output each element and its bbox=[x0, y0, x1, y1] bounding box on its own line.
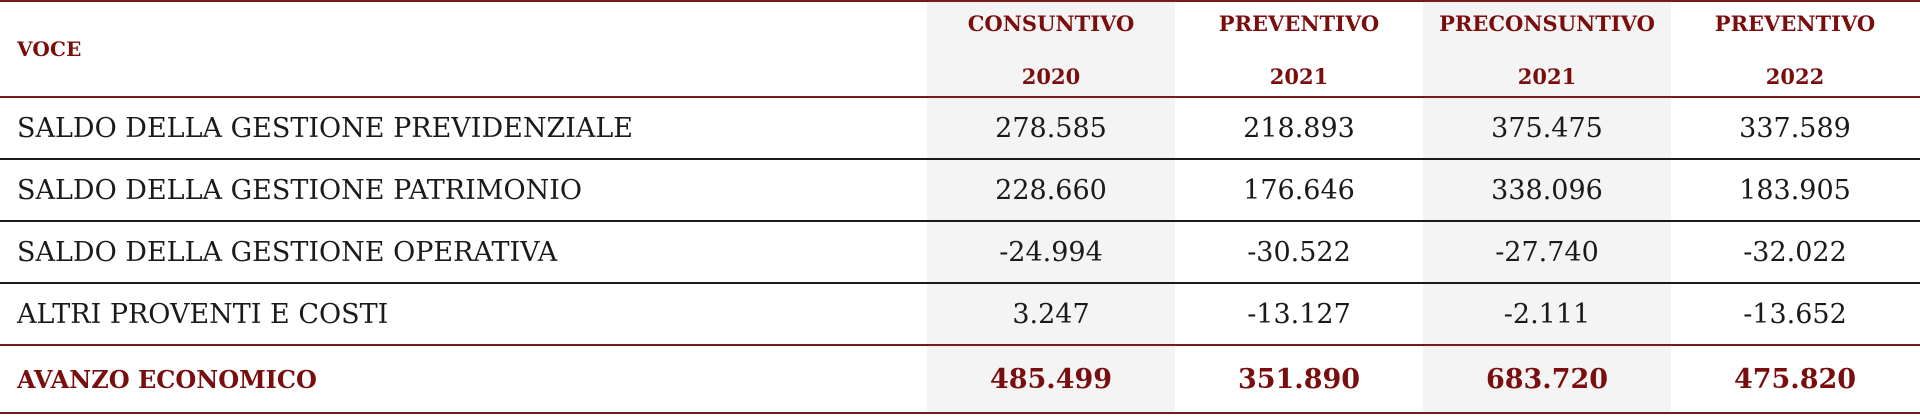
header-col-preconsuntivo-2021: PRECONSUNTIVO 2021 bbox=[1423, 2, 1671, 96]
header-col-label: PREVENTIVO bbox=[1714, 11, 1876, 36]
row-value: -30.522 bbox=[1247, 236, 1351, 268]
header-col-preventivo-2022: PREVENTIVO 2022 bbox=[1671, 2, 1919, 96]
header-col-preventivo-2021: PREVENTIVO 2021 bbox=[1175, 2, 1423, 96]
table-row: ALTRI PROVENTI E COSTI 3.247 -13.127 -2.… bbox=[0, 284, 1920, 346]
row-value: -13.652 bbox=[1743, 298, 1847, 330]
header-col-year: 2021 bbox=[1517, 64, 1577, 89]
row-value: 228.660 bbox=[927, 160, 1175, 220]
row-value: -13.127 bbox=[1247, 298, 1351, 330]
header-col-label: PREVENTIVO bbox=[1218, 11, 1380, 36]
row-value: -27.740 bbox=[1423, 222, 1671, 282]
row-label: SALDO DELLA GESTIONE PREVIDENZIALE bbox=[17, 112, 634, 144]
table-header-row: VOCE CONSUNTIVO 2020 PREVENTIVO 2021 PRE… bbox=[0, 0, 1920, 98]
row-value: 375.475 bbox=[1423, 98, 1671, 158]
header-col-year: 2022 bbox=[1765, 64, 1825, 89]
row-label: SALDO DELLA GESTIONE PATRIMONIO bbox=[17, 174, 583, 206]
total-value: 351.890 bbox=[1237, 363, 1361, 395]
row-label: SALDO DELLA GESTIONE OPERATIVA bbox=[17, 236, 558, 268]
table-row: SALDO DELLA GESTIONE OPERATIVA -24.994 -… bbox=[0, 222, 1920, 284]
header-voce: VOCE bbox=[17, 37, 82, 61]
header-col-year: 2021 bbox=[1269, 64, 1329, 89]
row-value: 183.905 bbox=[1739, 174, 1851, 206]
row-value: 218.893 bbox=[1243, 112, 1355, 144]
total-label: AVANZO ECONOMICO bbox=[17, 364, 317, 394]
table-row: SALDO DELLA GESTIONE PREVIDENZIALE 278.5… bbox=[0, 98, 1920, 160]
row-value: 337.589 bbox=[1739, 112, 1851, 144]
header-col-year: 2020 bbox=[1021, 64, 1081, 89]
row-value: 278.585 bbox=[927, 98, 1175, 158]
row-label: ALTRI PROVENTI E COSTI bbox=[17, 298, 389, 330]
table-row: SALDO DELLA GESTIONE PATRIMONIO 228.660 … bbox=[0, 160, 1920, 222]
row-value: -24.994 bbox=[927, 222, 1175, 282]
table-total-row: AVANZO ECONOMICO 485.499 351.890 683.720… bbox=[0, 346, 1920, 414]
header-col-label: CONSUNTIVO bbox=[967, 11, 1135, 36]
header-col-consuntivo-2020: CONSUNTIVO 2020 bbox=[927, 2, 1175, 96]
row-value: -32.022 bbox=[1743, 236, 1847, 268]
row-value: -2.111 bbox=[1423, 284, 1671, 344]
total-value: 475.820 bbox=[1733, 363, 1857, 395]
row-value: 3.247 bbox=[927, 284, 1175, 344]
row-value: 338.096 bbox=[1423, 160, 1671, 220]
total-value: 485.499 bbox=[927, 346, 1175, 412]
row-value: 176.646 bbox=[1243, 174, 1355, 206]
total-value: 683.720 bbox=[1423, 346, 1671, 412]
header-col-label: PRECONSUNTIVO bbox=[1439, 11, 1655, 36]
